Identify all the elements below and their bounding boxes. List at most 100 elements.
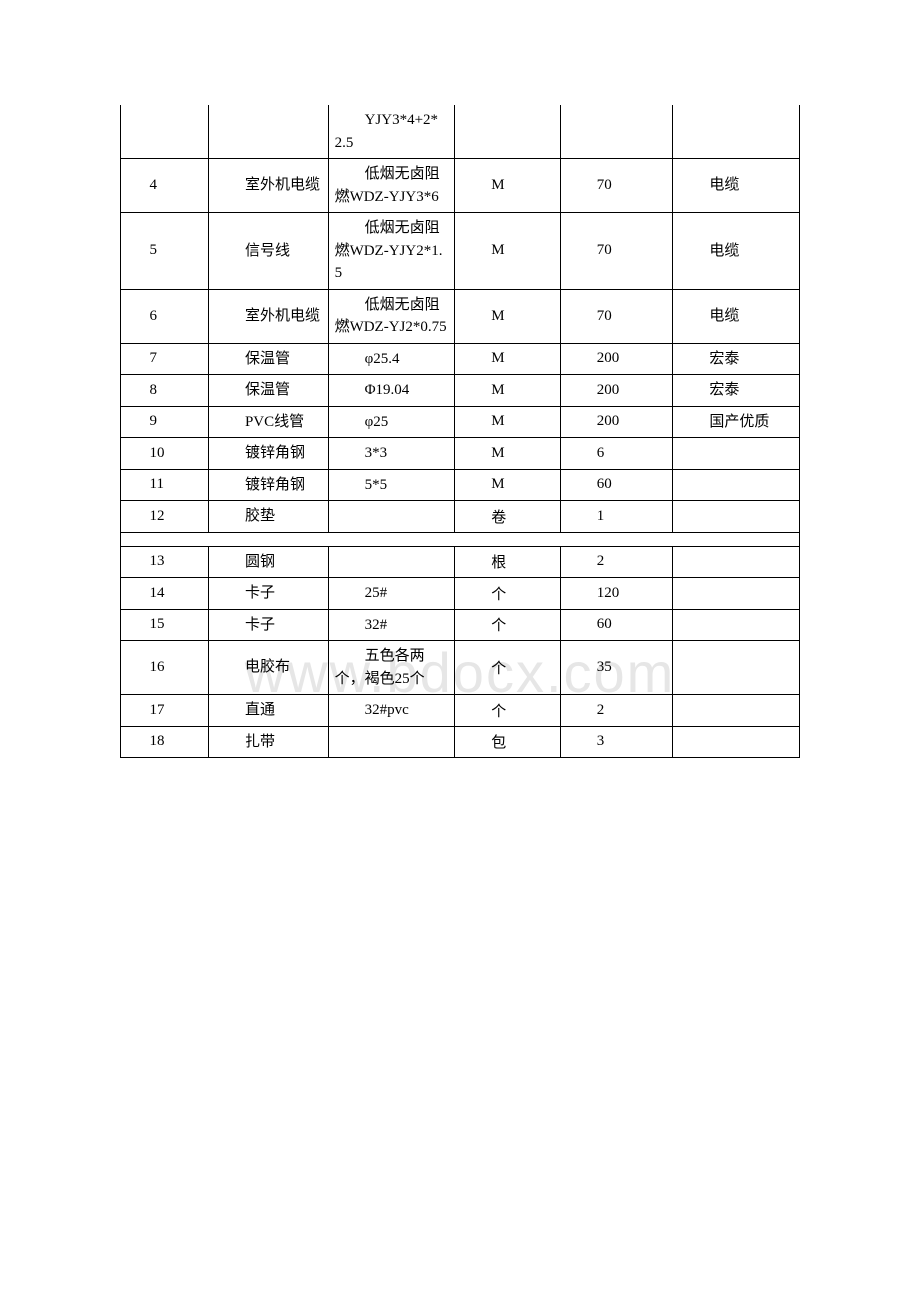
cell-number xyxy=(121,105,209,159)
cell-quantity xyxy=(560,105,673,159)
table-row: 12胶垫 卷1 xyxy=(121,501,800,533)
cell-remark xyxy=(673,578,800,610)
table-row: 13圆钢 根2 xyxy=(121,546,800,578)
cell-quantity: 2 xyxy=(560,695,673,727)
cell-name xyxy=(208,105,328,159)
table-row: 18扎带 包3 xyxy=(121,726,800,758)
cell-remark xyxy=(673,546,800,578)
cell-remark xyxy=(673,609,800,641)
cell-remark xyxy=(673,726,800,758)
cell-name: 圆钢 xyxy=(208,546,328,578)
cell-quantity: 200 xyxy=(560,375,673,407)
cell-unit: M xyxy=(455,406,561,438)
cell-unit: 个 xyxy=(455,641,561,695)
cell-spec: 32# xyxy=(328,609,455,641)
cell-name: 室外机电缆 xyxy=(208,159,328,213)
cell-quantity: 200 xyxy=(560,406,673,438)
cell-name: 信号线 xyxy=(208,213,328,290)
cell-remark: 宏泰 xyxy=(673,343,800,375)
table-row: 9PVC线管φ25M200国产优质 xyxy=(121,406,800,438)
cell-unit: 根 xyxy=(455,546,561,578)
cell-number: 16 xyxy=(121,641,209,695)
cell-number: 5 xyxy=(121,213,209,290)
cell-remark xyxy=(673,695,800,727)
cell-quantity: 3 xyxy=(560,726,673,758)
cell-number: 8 xyxy=(121,375,209,407)
cell-number: 7 xyxy=(121,343,209,375)
cell-unit: M xyxy=(455,213,561,290)
cell-spec: φ25 xyxy=(328,406,455,438)
cell-unit xyxy=(455,105,561,159)
cell-name: 卡子 xyxy=(208,609,328,641)
cell-unit: M xyxy=(455,343,561,375)
cell-remark xyxy=(673,469,800,501)
table-row: 17直通32#pvc个2 xyxy=(121,695,800,727)
cell-number: 12 xyxy=(121,501,209,533)
cell-name: 直通 xyxy=(208,695,328,727)
cell-remark xyxy=(673,641,800,695)
cell-name: 扎带 xyxy=(208,726,328,758)
cell-name: 镀锌角钢 xyxy=(208,438,328,470)
cell-quantity: 70 xyxy=(560,213,673,290)
cell-number: 10 xyxy=(121,438,209,470)
cell-quantity: 6 xyxy=(560,438,673,470)
table-row: 16电胶布五色各两个，褐色25个个35 xyxy=(121,641,800,695)
cell-quantity: 60 xyxy=(560,469,673,501)
cell-spec: 低烟无卤阻燃WDZ-YJ2*0.75 xyxy=(328,289,455,343)
cell-spec: 低烟无卤阻燃WDZ-YJY2*1.5 xyxy=(328,213,455,290)
cell-number: 15 xyxy=(121,609,209,641)
cell-quantity: 200 xyxy=(560,343,673,375)
cell-name: 卡子 xyxy=(208,578,328,610)
cell-unit: M xyxy=(455,438,561,470)
cell-name: PVC线管 xyxy=(208,406,328,438)
table-row: 6室外机电缆低烟无卤阻燃WDZ-YJ2*0.75M70电缆 xyxy=(121,289,800,343)
cell-quantity: 35 xyxy=(560,641,673,695)
cell-spec xyxy=(328,726,455,758)
cell-quantity: 60 xyxy=(560,609,673,641)
cell-number: 9 xyxy=(121,406,209,438)
cell-unit: 卷 xyxy=(455,501,561,533)
cell-unit: 个 xyxy=(455,578,561,610)
cell-number: 18 xyxy=(121,726,209,758)
cell-remark: 电缆 xyxy=(673,159,800,213)
table-row: 4室外机电缆低烟无卤阻燃WDZ-YJY3*6M70电缆 xyxy=(121,159,800,213)
table-row: 11镀锌角钢5*5M60 xyxy=(121,469,800,501)
cell-spec xyxy=(328,546,455,578)
cell-spec: 五色各两个，褐色25个 xyxy=(328,641,455,695)
cell-unit: 包 xyxy=(455,726,561,758)
cell-remark xyxy=(673,501,800,533)
cell-name: 保温管 xyxy=(208,343,328,375)
cell-unit: M xyxy=(455,469,561,501)
cell-remark: 电缆 xyxy=(673,213,800,290)
cell-remark xyxy=(673,105,800,159)
cell-number: 14 xyxy=(121,578,209,610)
cell-spec: 低烟无卤阻燃WDZ-YJY3*6 xyxy=(328,159,455,213)
cell-number: 4 xyxy=(121,159,209,213)
cell-spec: 5*5 xyxy=(328,469,455,501)
cell-name: 电胶布 xyxy=(208,641,328,695)
cell-spec: 32#pvc xyxy=(328,695,455,727)
cell-quantity: 120 xyxy=(560,578,673,610)
table-row: 7保温管φ25.4M200宏泰 xyxy=(121,343,800,375)
table-row: 15卡子32#个60 xyxy=(121,609,800,641)
cell-number: 13 xyxy=(121,546,209,578)
cell-quantity: 1 xyxy=(560,501,673,533)
cell-remark: 电缆 xyxy=(673,289,800,343)
cell-name: 胶垫 xyxy=(208,501,328,533)
cell-spec: 25# xyxy=(328,578,455,610)
cell-name: 镀锌角钢 xyxy=(208,469,328,501)
cell-quantity: 70 xyxy=(560,289,673,343)
cell-name: 室外机电缆 xyxy=(208,289,328,343)
table-row: YJY3*4+2*2.5 xyxy=(121,105,800,159)
cell-quantity: 2 xyxy=(560,546,673,578)
cell-unit: 个 xyxy=(455,695,561,727)
cell-number: 17 xyxy=(121,695,209,727)
cell-spec: Φ19.04 xyxy=(328,375,455,407)
table-row: 14卡子25#个120 xyxy=(121,578,800,610)
cell-remark xyxy=(673,438,800,470)
cell-unit: M xyxy=(455,375,561,407)
table-body: YJY3*4+2*2.54室外机电缆低烟无卤阻燃WDZ-YJY3*6M70电缆5… xyxy=(121,105,800,758)
cell-remark: 宏泰 xyxy=(673,375,800,407)
cell-number: 6 xyxy=(121,289,209,343)
table-row: 10镀锌角钢3*3M6 xyxy=(121,438,800,470)
